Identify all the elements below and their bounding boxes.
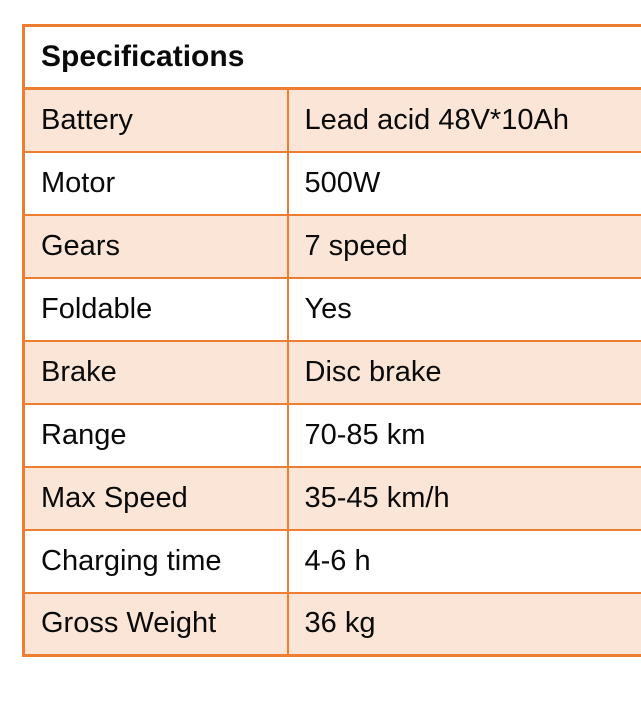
spec-value: Disc brake — [286, 339, 641, 405]
table-row: Motor 500W — [22, 150, 641, 216]
spec-value: 500W — [286, 150, 641, 216]
table-title: Specifications — [23, 25, 641, 90]
table-row: Foldable Yes — [22, 276, 641, 342]
spec-value: Lead acid 48V*10Ah — [286, 87, 641, 153]
spec-value: Yes — [286, 276, 641, 342]
table-row: Charging time 4-6 h — [22, 528, 641, 594]
table-row: Gears 7 speed — [22, 213, 641, 279]
table-row: Max Speed 35-45 km/h — [22, 465, 641, 531]
table-row: Gross Weight 36 kg — [22, 591, 641, 657]
spec-value: 7 speed — [286, 213, 641, 279]
spec-label: Max Speed — [22, 465, 289, 531]
spec-value: 4-6 h — [286, 528, 641, 594]
spec-label: Gross Weight — [22, 591, 289, 657]
spec-label: Gears — [22, 213, 289, 279]
spec-value: 35-45 km/h — [286, 465, 641, 531]
spec-label: Motor — [22, 150, 289, 216]
table-row: Range 70-85 km — [22, 402, 641, 468]
spec-value: 36 kg — [286, 591, 641, 657]
spec-label: Battery — [22, 87, 289, 153]
specifications-table: Specifications Battery Lead acid 48V*10A… — [22, 24, 641, 657]
spec-label: Range — [22, 402, 289, 468]
spec-label: Brake — [22, 339, 289, 405]
spec-label: Charging time — [22, 528, 289, 594]
table-header-row: Specifications — [23, 25, 641, 90]
table-row: Battery Lead acid 48V*10Ah — [22, 87, 641, 153]
spec-label: Foldable — [22, 276, 289, 342]
table-row: Brake Disc brake — [22, 339, 641, 405]
spec-value: 70-85 km — [286, 402, 641, 468]
